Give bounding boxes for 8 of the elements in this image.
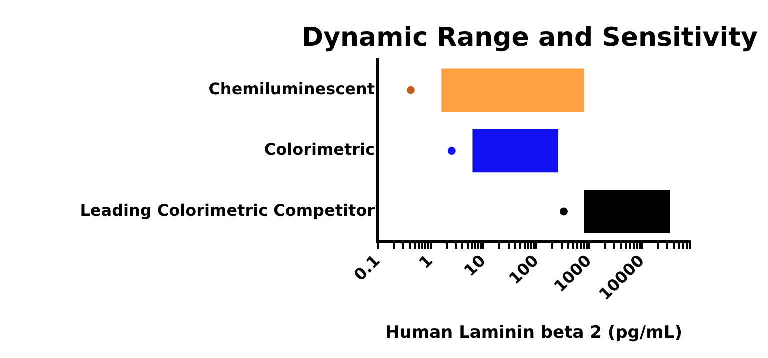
y-tick-label: Chemiluminescent <box>208 80 376 98</box>
chart-title: Dynamic Range and Sensitivity <box>302 22 758 53</box>
y-tick-label: Colorimetric <box>264 140 375 160</box>
x-axis-title: Human Laminin beta 2 (pg/mL) <box>386 322 682 343</box>
x-tick-label: 10 <box>460 251 490 280</box>
x-tick-label: 1 <box>415 251 437 272</box>
y-tick-label: Leading Colorimetric Competitor <box>80 200 376 220</box>
x-tick-label: 0.1 <box>350 251 384 285</box>
